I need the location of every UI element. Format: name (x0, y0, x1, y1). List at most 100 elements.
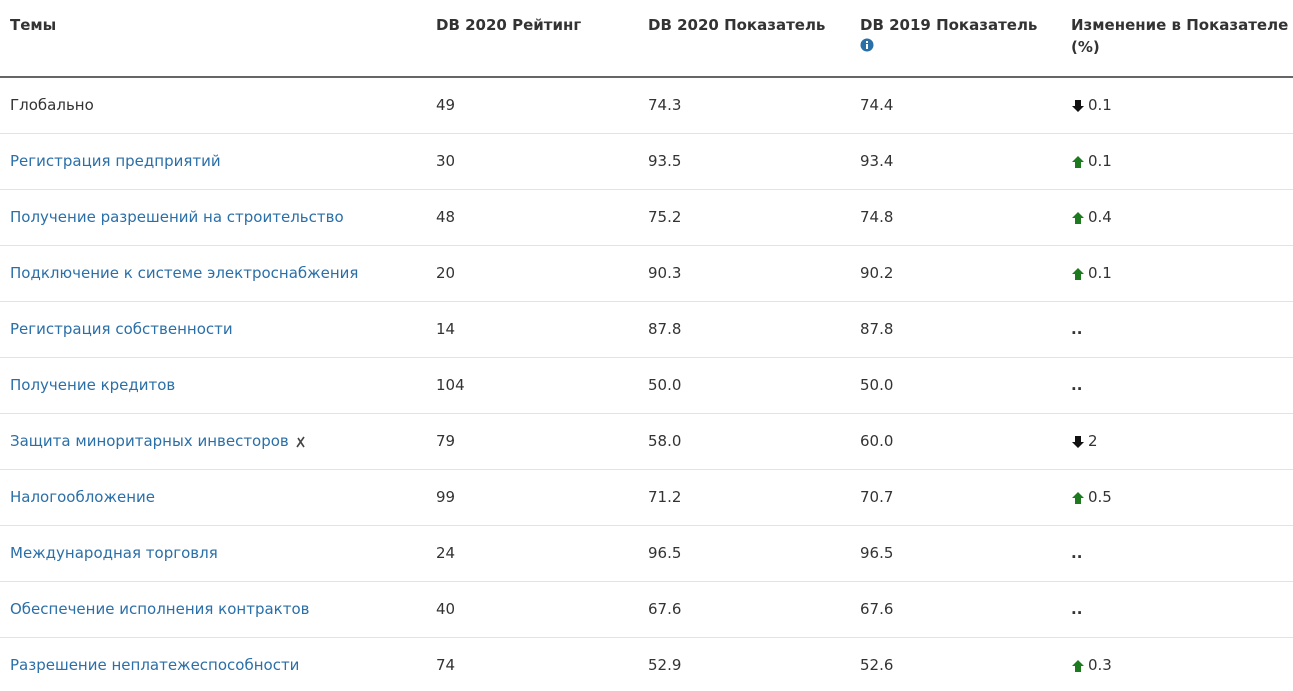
rank-cell: 49 (436, 96, 456, 114)
table-row: Регистрация предприятий 30 93.5 93.4 0.1 (0, 134, 1293, 190)
topic-link[interactable]: Подключение к системе электроснабжения (10, 264, 359, 282)
table-row: Международная торговля 24 96.5 96.5.. (0, 526, 1293, 582)
topic-cell[interactable]: Налогообложение (10, 470, 155, 525)
column-header: DB 2019 Показатель (860, 16, 1038, 34)
table-header: Темы DB 2020 Рейтинг DB 2020 Показатель … (0, 0, 1293, 78)
change-cell: 0.1 (1071, 78, 1112, 133)
topic-link[interactable]: Международная торговля (10, 544, 218, 562)
topic-link[interactable]: Получение разрешений на строительство (10, 208, 344, 226)
score2020-cell: 52.9 (648, 656, 682, 674)
change-cell: .. (1071, 358, 1082, 413)
change-value: .. (1071, 600, 1083, 618)
topic-link[interactable]: Получение кредитов (10, 376, 176, 394)
change-cell: 0.5 (1071, 470, 1112, 525)
arrow-down-icon (1072, 99, 1084, 112)
topic-cell[interactable]: Разрешение неплатежеспособности (10, 638, 299, 691)
rank-cell: 30 (436, 152, 456, 170)
change-value: 0.4 (1088, 208, 1112, 226)
change-value: 0.1 (1088, 152, 1112, 170)
change-cell: 2 (1071, 414, 1098, 469)
topic-link[interactable]: Налогообложение (10, 488, 156, 506)
score2020-cell: 96.5 (648, 544, 682, 562)
score2019-cell: 74.4 (860, 96, 894, 114)
column-header: DB 2020 Показатель (648, 16, 826, 34)
topic-cell[interactable]: Получение разрешений на строительство (10, 190, 344, 245)
score2019-cell: 67.6 (860, 600, 894, 618)
table-row: Разрешение неплатежеспособности 74 52.9 52.… (0, 638, 1293, 691)
score2019-cell: 90.2 (860, 264, 894, 282)
topic-text: Глобально (10, 96, 94, 114)
cross-icon (296, 436, 305, 447)
column-header: DB 2020 Рейтинг (436, 16, 582, 34)
score2020-cell: 58.0 (648, 432, 682, 450)
change-cell: .. (1071, 302, 1082, 357)
rank-cell: 40 (436, 600, 456, 618)
score2020-cell: 87.8 (648, 320, 682, 338)
change-value: 0.1 (1088, 264, 1112, 282)
info-icon[interactable] (860, 38, 874, 52)
arrow-up-icon (1072, 211, 1084, 224)
score2019-cell: 87.8 (860, 320, 894, 338)
table-row: Получение кредитов 104 50.0 50.0.. (0, 358, 1293, 414)
topic-cell: Глобально (10, 78, 94, 133)
rank-cell: 74 (436, 656, 456, 674)
column-header: Темы (10, 16, 57, 34)
topic-cell[interactable]: Международная торговля (10, 526, 218, 581)
change-cell: 0.1 (1071, 134, 1112, 189)
rank-cell: 48 (436, 208, 456, 226)
topic-cell[interactable]: Подключение к системе электроснабжения (10, 246, 358, 301)
topic-link[interactable]: Обеспечение исполнения контрактов (10, 600, 310, 618)
arrow-up-icon (1072, 659, 1084, 672)
score2020-cell: 75.2 (648, 208, 682, 226)
topic-link[interactable]: Регистрация предприятий (10, 152, 221, 170)
topic-link[interactable]: Разрешение неплатежеспособности (10, 656, 300, 674)
score2019-cell: 60.0 (860, 432, 894, 450)
table-row: Получение разрешений на строительство 48 7… (0, 190, 1293, 246)
score2020-cell: 90.3 (648, 264, 682, 282)
rank-cell: 99 (436, 488, 456, 506)
change-value: 2 (1088, 432, 1098, 450)
rank-cell: 104 (436, 376, 465, 394)
score2019-cell: 96.5 (860, 544, 894, 562)
score2020-cell: 74.3 (648, 96, 682, 114)
table-row: Защита миноритарных инвесторов 79 58.0 60.0… (0, 414, 1293, 470)
table-row: Подключение к системе электроснабжения 20… (0, 246, 1293, 302)
score2020-cell: 71.2 (648, 488, 682, 506)
topic-cell[interactable]: Регистрация предприятий (10, 134, 221, 189)
table-row: Налогообложение 99 71.2 70.7 0.5 (0, 470, 1293, 526)
change-cell: .. (1071, 582, 1082, 637)
table-row: Глобально 49 74.3 74.4 0.1 (0, 78, 1293, 134)
topic-cell[interactable]: Обеспечение исполнения контрактов (10, 582, 309, 637)
score2019-cell: 50.0 (860, 376, 894, 394)
rank-cell: 24 (436, 544, 456, 562)
change-value: .. (1071, 320, 1083, 338)
topic-link[interactable]: Регистрация собственности (10, 320, 233, 338)
column-header: Изменение в Показателе (%) (1071, 16, 1289, 56)
change-cell: 0.3 (1071, 638, 1112, 691)
topic-cell[interactable]: Получение кредитов (10, 358, 175, 413)
arrow-down-icon (1072, 435, 1084, 448)
change-value: 0.1 (1088, 96, 1112, 114)
score2019-cell: 70.7 (860, 488, 894, 506)
change-cell: 0.4 (1071, 190, 1112, 245)
change-value: 0.5 (1088, 488, 1112, 506)
change-cell: .. (1071, 526, 1082, 581)
rank-cell: 79 (436, 432, 456, 450)
arrow-up-icon (1072, 155, 1084, 168)
change-value: 0.3 (1088, 656, 1112, 674)
score2020-cell: 67.6 (648, 600, 682, 618)
change-value: .. (1071, 544, 1083, 562)
score2019-cell: 52.6 (860, 656, 894, 674)
change-cell: 0.1 (1071, 246, 1112, 301)
score2019-cell: 74.8 (860, 208, 894, 226)
rank-cell: 14 (436, 320, 456, 338)
table-row: Обеспечение исполнения контрактов 40 67.6 6… (0, 582, 1293, 638)
rank-cell: 20 (436, 264, 456, 282)
score2019-cell: 93.4 (860, 152, 894, 170)
arrow-up-icon (1072, 267, 1084, 280)
topic-cell[interactable]: Защита миноритарных инвесторов (10, 414, 307, 469)
topic-link[interactable]: Защита миноритарных инвесторов (10, 432, 289, 450)
arrow-up-icon (1072, 491, 1084, 504)
topic-cell[interactable]: Регистрация собственности (10, 302, 233, 357)
